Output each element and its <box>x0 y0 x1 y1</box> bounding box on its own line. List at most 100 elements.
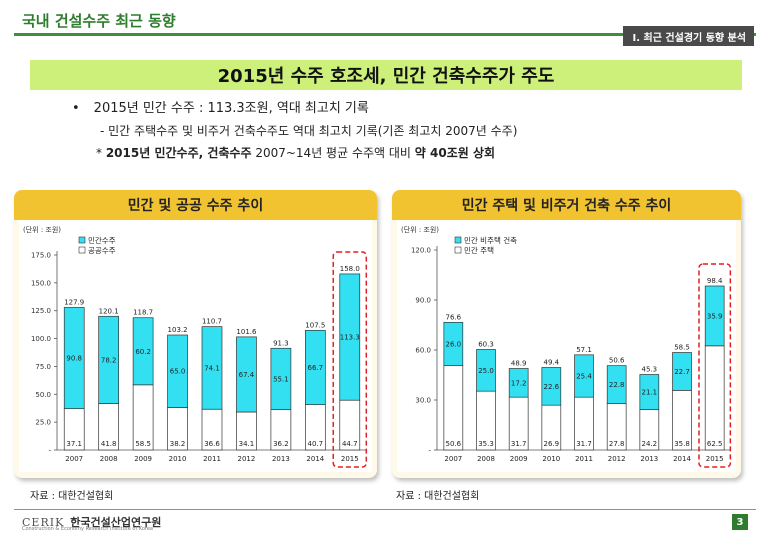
data-label: 74.1 <box>204 364 220 372</box>
data-label: 62.5 <box>707 440 723 448</box>
x-tick-label: 2007 <box>444 455 462 463</box>
source-note-left: 자료 : 대한건설협회 <box>30 491 114 502</box>
bar-segment-upper <box>508 368 529 398</box>
bar-segment-upper <box>339 273 361 401</box>
bar-segment-upper <box>672 352 692 391</box>
total-label: 127.9 <box>64 298 84 306</box>
total-label: 110.7 <box>202 318 222 326</box>
total-label: 57.1 <box>576 346 592 354</box>
total-label: 98.4 <box>707 277 723 285</box>
total-label: 120.1 <box>99 307 119 315</box>
chart-panel-housing-building: 민간 주택 및 비주거 건축 수주 추이 (단위 : 조원) - 30.0 60.0 9… <box>392 190 741 478</box>
x-tick-label: 2011 <box>203 455 221 463</box>
x-tick-label: 2011 <box>575 455 593 463</box>
bullet-2-text: - 민간 주택수주 및 비주거 건축수주도 역대 최고치 기록(기존 최고치 2… <box>100 124 518 138</box>
headline-text: 2015년 수주 호조세, 민간 건축수주가 주도 <box>217 66 555 87</box>
total-label: 91.3 <box>273 339 289 347</box>
y-tick-label: 30.0 <box>415 397 431 405</box>
data-label: 44.7 <box>342 440 358 448</box>
total-label: 48.9 <box>511 360 527 368</box>
footer-divider <box>14 509 756 510</box>
legend-swatch <box>78 246 86 254</box>
data-label: 113.3 <box>340 334 360 342</box>
x-tick-label: 2012 <box>608 455 626 463</box>
bar-segment-upper <box>132 317 154 386</box>
total-label: 158.0 <box>340 265 360 273</box>
chart-2-plot-area: (단위 : 조원) - 30.0 60.0 90.0 120.0 민간 비주택 건축 민간 주… <box>397 220 736 472</box>
data-label: 40.7 <box>308 440 324 448</box>
total-label: 103.2 <box>168 326 188 334</box>
legend-swatch <box>454 246 462 254</box>
x-tick-label: 2012 <box>238 455 256 463</box>
page-number: 3 <box>732 514 748 530</box>
bar-segment-upper <box>167 334 188 408</box>
data-label: 35.9 <box>707 312 723 320</box>
x-tick-label: 2007 <box>65 455 83 463</box>
bar-segment-upper <box>541 367 562 406</box>
data-label: 35.3 <box>478 440 494 448</box>
data-label: 41.8 <box>101 440 117 448</box>
x-tick-label: 2008 <box>100 455 118 463</box>
bullet-3: * 2015년 민간수주, 건축수주 2007~14년 평균 수주액 대비 약 … <box>72 142 517 164</box>
bar-segment-upper <box>606 365 627 405</box>
logo-subtitle: Construction & Economy Research Institut… <box>22 526 153 532</box>
institute-logo: CERIK 한국건설산업연구원 <box>22 514 161 530</box>
bar-segment-upper <box>236 336 257 413</box>
y-tick-label: 75.0 <box>35 363 51 371</box>
data-label: 25.0 <box>478 367 494 375</box>
data-label: 78.2 <box>101 356 117 364</box>
total-label: 45.3 <box>642 366 658 374</box>
total-label: 58.5 <box>674 344 690 352</box>
x-tick-label: 2015 <box>341 455 359 463</box>
data-label: 22.6 <box>544 383 560 391</box>
bar-segment-upper <box>98 315 120 404</box>
bar-segment-lower <box>443 365 464 451</box>
total-label: 50.6 <box>609 357 625 365</box>
total-label: 60.3 <box>478 341 494 349</box>
headline-banner: 2015년 수주 호조세, 민간 건축수주가 주도 <box>30 60 742 90</box>
legend-label: 공공수주 <box>88 246 116 255</box>
y-tick-label: 100.0 <box>31 335 51 343</box>
data-label: 38.2 <box>170 440 186 448</box>
bullet-1: • 2015년 민간 수주 : 113.3조원, 역대 최고치 기록 <box>72 98 517 120</box>
data-label: 25.4 <box>576 373 592 381</box>
data-label: 17.2 <box>511 379 527 387</box>
logo-mark: CERIK <box>22 515 65 529</box>
data-label: 22.7 <box>674 368 690 376</box>
y-tick-label: 50.0 <box>35 391 51 399</box>
highlight-box <box>332 251 368 468</box>
y-tick-label: 60.0 <box>415 347 431 355</box>
total-label: 49.4 <box>544 359 560 367</box>
y-tick-label: 150.0 <box>31 279 51 287</box>
x-tick-label: 2009 <box>510 455 528 463</box>
y-tick-label: 175.0 <box>31 252 51 260</box>
legend-label: 민간수주 <box>88 235 116 245</box>
bar-segment-upper <box>304 329 326 405</box>
data-label: 36.6 <box>204 440 220 448</box>
bar-segment-upper <box>574 354 594 398</box>
x-tick-label: 2013 <box>640 455 658 463</box>
total-label: 107.5 <box>305 321 325 329</box>
data-label: 35.8 <box>674 440 690 448</box>
total-label: 76.6 <box>446 313 462 321</box>
data-label: 90.8 <box>66 355 82 363</box>
y-tick-label: 120.0 <box>411 247 431 255</box>
y-tick-label: 125.0 <box>31 307 51 315</box>
unit-label: (단위 : 조원) <box>23 225 61 234</box>
legend-swatch <box>78 236 86 244</box>
data-label: 34.1 <box>239 440 255 448</box>
data-label: 24.2 <box>642 440 658 448</box>
y-tick-label: 90.0 <box>415 297 431 305</box>
bullet-marker: • <box>72 101 80 116</box>
y-tick-label: - <box>428 447 431 455</box>
data-label: 22.8 <box>609 381 625 389</box>
x-tick-label: 2010 <box>169 455 187 463</box>
bar-segment-upper <box>270 347 292 411</box>
x-tick-label: 2013 <box>272 455 290 463</box>
bullet-list: • 2015년 민간 수주 : 113.3조원, 역대 최고치 기록 - 민간 … <box>72 98 517 164</box>
data-label: 31.7 <box>511 440 527 448</box>
page-section-title: 국내 건설수주 최근 동향 <box>22 12 176 30</box>
data-label: 55.1 <box>273 375 289 383</box>
bullet-1-text: 2015년 민간 수주 : 113.3조원, 역대 최고치 기록 <box>93 101 369 116</box>
data-label: 58.5 <box>135 440 151 448</box>
